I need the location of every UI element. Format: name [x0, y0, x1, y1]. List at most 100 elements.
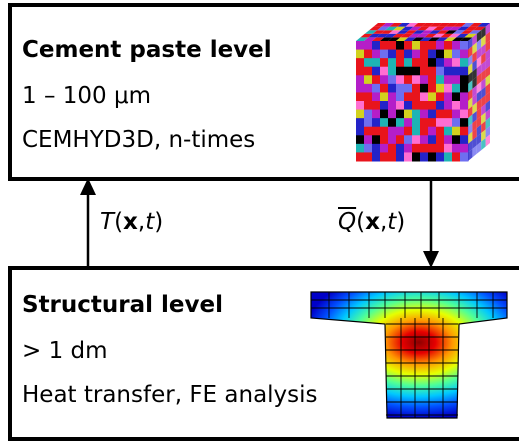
cube-front-voxel: [380, 126, 389, 136]
cube-top-voxel: [440, 33, 453, 38]
cube-side-voxel: [485, 65, 490, 79]
cube-front-voxel: [452, 49, 461, 59]
cube-front-voxel: [380, 75, 389, 85]
cube-side-voxel: [481, 26, 486, 39]
cube-side-voxel: [485, 48, 490, 61]
cube-top-voxel: [457, 26, 470, 31]
cube-front-voxel: [380, 58, 389, 68]
cube-front-voxel: [372, 75, 381, 85]
cube-front-voxel: [452, 143, 461, 153]
cube-front-voxel: [404, 83, 413, 93]
cube-side-voxel: [468, 80, 473, 93]
cube-front-voxel: [420, 83, 429, 93]
cube-top-voxel: [420, 30, 434, 34]
cube-side-voxel: [481, 52, 486, 65]
cube-front-voxel: [436, 152, 445, 162]
structural-method-text: Heat transfer, FE analysis: [22, 382, 318, 408]
cube-side-voxel: [485, 117, 490, 130]
cube-front-voxel: [428, 101, 437, 111]
cube-front-voxel: [460, 135, 469, 145]
cube-front-voxel: [372, 49, 381, 59]
cube-front-voxel: [420, 92, 429, 102]
down-label-var2: t: [387, 209, 397, 235]
cube-side-voxel: [472, 33, 477, 46]
cube-front-voxel: [364, 92, 373, 102]
cube-side-voxel: [476, 55, 482, 69]
cube-front-voxel: [388, 83, 397, 93]
cube-top-voxel: [452, 30, 466, 34]
cube-front-voxel: [372, 143, 381, 153]
up-label-var: T: [100, 209, 115, 235]
cube-front-voxel: [380, 41, 389, 51]
cube-top-voxel: [436, 37, 449, 41]
cube-front-voxel: [356, 92, 365, 102]
cube-side-voxel: [472, 50, 477, 64]
cube-front-voxel: [460, 126, 469, 136]
cement-paste-level-box: Cement paste level 1 – 100 μm CEMHYD3D, …: [8, 3, 519, 181]
cube-top-voxel: [393, 26, 406, 31]
cube-front-voxel: [420, 118, 429, 128]
cube-top-voxel: [372, 37, 385, 41]
up-label-open: (: [114, 209, 124, 235]
cube-front-voxel: [444, 109, 453, 119]
up-label-close: ): [154, 209, 164, 235]
cube-front-voxel: [428, 143, 437, 153]
cube-front-voxel: [388, 118, 397, 128]
cube-side-voxel: [476, 133, 482, 146]
cube-front-voxel: [436, 118, 445, 128]
cube-front-voxel: [436, 135, 445, 145]
cube-side-voxel: [472, 128, 477, 141]
cube-front-voxel: [380, 83, 389, 93]
cube-side-voxel: [481, 112, 486, 125]
cube-side-voxel: [481, 95, 486, 108]
cube-top-voxel: [385, 26, 398, 31]
cube-top-voxel: [389, 23, 402, 27]
cube-top-voxel: [477, 23, 490, 27]
cube-front-voxel: [404, 75, 413, 85]
cube-front-voxel: [460, 92, 469, 102]
cube-side-voxel: [472, 59, 477, 72]
cube-side-voxel: [481, 138, 486, 151]
cube-front-voxel: [388, 109, 397, 119]
cube-side-voxel: [485, 40, 490, 53]
cube-front-voxel: [444, 126, 453, 136]
cube-top-voxel: [424, 33, 437, 38]
cube-front-voxel: [428, 109, 437, 119]
cube-top-voxel: [384, 33, 397, 38]
arrow-up-icon: [80, 178, 96, 268]
cube-top-voxel: [380, 37, 393, 41]
cube-top-voxel: [444, 37, 457, 41]
cube-front-voxel: [412, 75, 421, 85]
cube-front-voxel: [428, 135, 437, 145]
cube-front-voxel: [420, 75, 429, 85]
cube-side-voxel: [468, 54, 473, 67]
cube-top-voxel: [412, 37, 425, 41]
cube-front-voxel: [452, 118, 461, 128]
cube-top-voxel: [473, 26, 486, 31]
cube-side-voxel: [468, 37, 473, 50]
cube-front-voxel: [452, 126, 461, 136]
cube-top-voxel: [460, 30, 474, 34]
cube-top-voxel: [396, 30, 410, 34]
cube-front-voxel: [420, 66, 429, 76]
cement-paste-scale-text: 1 – 100 μm: [22, 83, 152, 109]
cube-side-voxel: [468, 123, 473, 136]
up-label-sep: ,: [137, 209, 146, 235]
cube-front-voxel: [364, 49, 373, 59]
up-arrow-label: T(x,t): [100, 209, 163, 235]
cube-side-voxel: [481, 86, 486, 99]
cube-front-voxel: [412, 66, 421, 76]
cube-side-voxel: [476, 38, 482, 51]
cube-front-voxel: [380, 66, 389, 76]
down-label-close: ): [396, 209, 406, 235]
cube-front-voxel: [428, 92, 437, 102]
cube-front-voxel: [444, 92, 453, 102]
cube-front-voxel: [388, 126, 397, 136]
cube-front-voxel: [428, 41, 437, 51]
cube-side-voxel: [481, 43, 486, 56]
cube-front-voxel: [356, 75, 365, 85]
cube-front-voxel: [396, 152, 405, 162]
cube-front-voxel: [396, 83, 405, 93]
cube-front-voxel: [420, 49, 429, 59]
cube-front-voxel: [380, 135, 389, 145]
